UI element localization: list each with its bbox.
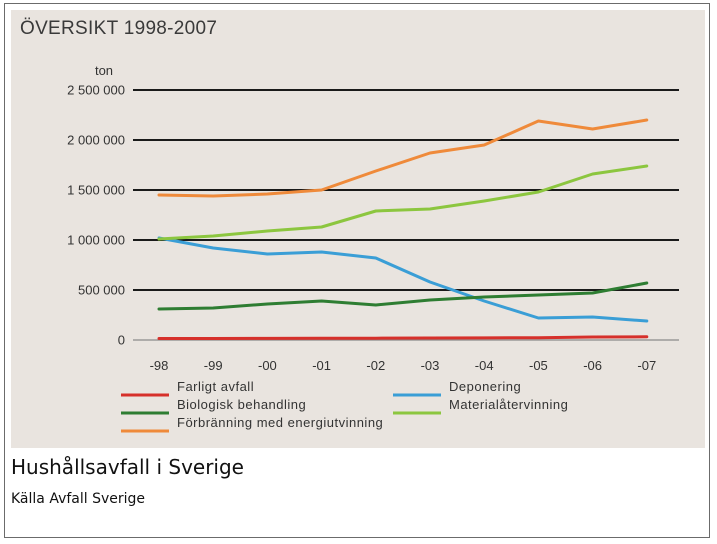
y-tick-label: 500 000: [78, 283, 125, 298]
x-tick-labels: -98 -99 -00 -01 -02 -03 -04 -05 -06 -07: [150, 358, 657, 373]
series-line: [157, 118, 649, 198]
x-tick-label: -05: [529, 358, 548, 373]
x-tick-label: -03: [421, 358, 440, 373]
x-tick-label: -99: [204, 358, 223, 373]
y-tick-label: 2 000 000: [67, 133, 125, 148]
x-tick-label: -06: [583, 358, 602, 373]
legend-label: Biologisk behandling: [177, 397, 306, 412]
y-tick-label: 1 500 000: [67, 183, 125, 198]
legend-label: Materialåtervinning: [449, 397, 568, 412]
line-chart: ton 0 500 000 1 000 000 1 500 000 2 000 000 2…: [67, 63, 679, 433]
legend-label: Farligt avfall: [177, 379, 254, 394]
series-line: [157, 164, 649, 241]
chart-panel: ÖVERSIKT 1998-2007 ton 0 500 000 1 000 000…: [11, 10, 705, 448]
figure-source: Källa Avfall Sverige: [11, 491, 146, 507]
x-tick-label: -02: [366, 358, 385, 373]
grid-lines: [133, 89, 679, 341]
y-tick-label: 2 500 000: [67, 83, 125, 98]
series-line: [157, 335, 649, 340]
x-tick-label: -07: [637, 358, 656, 373]
chart-title: ÖVERSIKT 1998-2007: [20, 18, 218, 39]
y-tick-labels: 0 500 000 1 000 000 1 500 000 2 000 000 2 500…: [67, 83, 125, 348]
x-tick-label: -98: [150, 358, 169, 373]
series-line: [157, 236, 649, 323]
legend: Farligt avfall Deponering Biologisk behand…: [121, 379, 568, 433]
figure-caption: Hushållsavfall i Sverige: [11, 455, 244, 479]
series-line: [157, 281, 649, 311]
series-lines: [157, 118, 649, 340]
x-tick-label: -01: [312, 358, 331, 373]
x-tick-label: -04: [475, 358, 494, 373]
figure-frame: ÖVERSIKT 1998-2007 ton 0 500 000 1 000 000…: [4, 3, 710, 538]
y-tick-label: 0: [118, 333, 125, 348]
x-tick-label: -00: [258, 358, 277, 373]
legend-label: Deponering: [449, 379, 521, 394]
y-axis-label: ton: [95, 63, 113, 78]
y-tick-label: 1 000 000: [67, 233, 125, 248]
legend-label: Förbränning med energiutvinning: [177, 415, 383, 430]
